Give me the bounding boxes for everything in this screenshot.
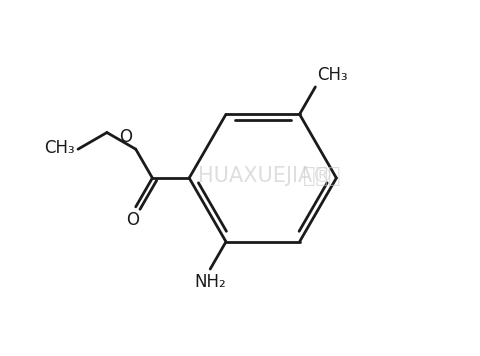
Text: CH₃: CH₃ [317,66,348,84]
Text: O: O [119,128,132,146]
Text: O: O [126,211,139,229]
Text: HUAXUEJIA®: HUAXUEJIA® [198,166,333,186]
Text: NH₂: NH₂ [194,273,226,291]
Text: CH₃: CH₃ [44,140,74,157]
Text: 化学加: 化学加 [303,166,341,186]
